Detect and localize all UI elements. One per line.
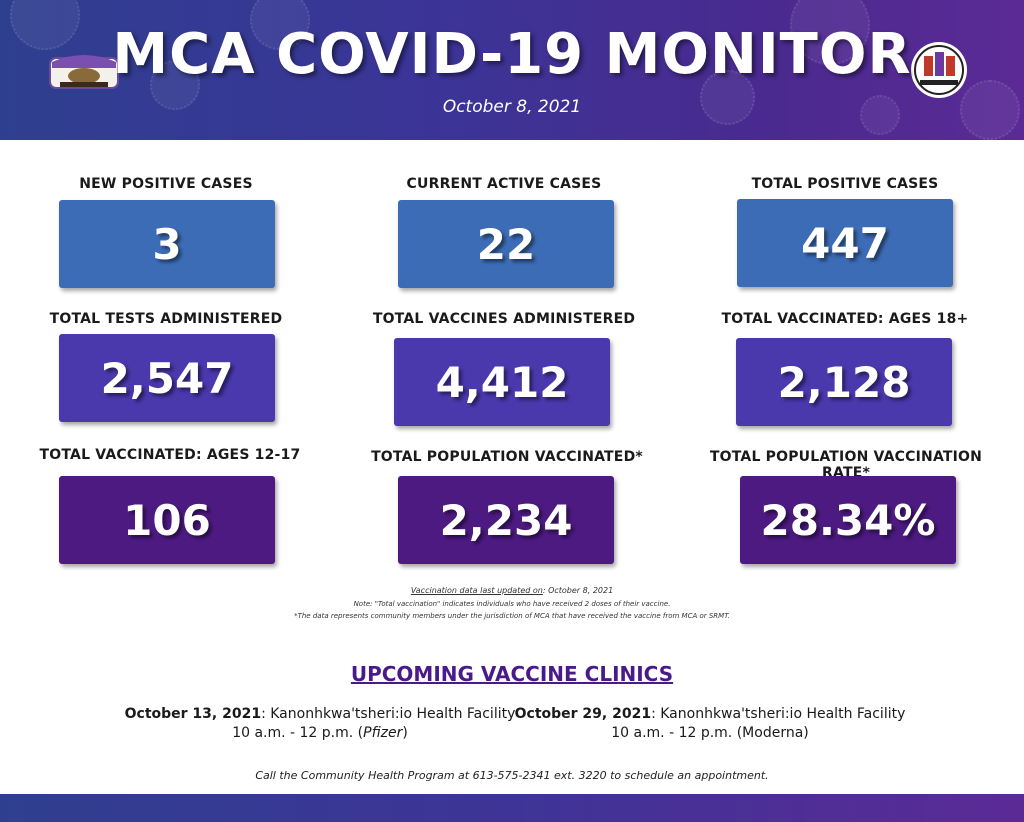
- appointment-call-text: Call the Community Health Program at 613…: [255, 769, 769, 782]
- stat-value-total-vaccines: 4,412: [435, 357, 569, 407]
- clinic-item: October 29, 2021: Kanonhkwa'tsheri:io He…: [500, 705, 920, 743]
- stat-value-vaccinated-12-17: 106: [123, 495, 211, 545]
- clinic-time-close: ): [803, 725, 809, 741]
- stat-label-vaccinated-18plus: TOTAL VACCINATED: AGES 18+: [721, 311, 969, 327]
- clinic-item: October 13, 2021: Kanonhkwa'tsheri:io He…: [110, 705, 530, 743]
- clinics-heading: UPCOMING VACCINE CLINICS: [350, 662, 674, 686]
- stat-value-population-vaccinated: 2,234: [439, 495, 573, 545]
- mohawk-council-logo: [49, 55, 119, 89]
- stat-box-current-active: 22: [398, 200, 614, 288]
- stat-box-vaccinated-12-17: 106: [59, 476, 275, 564]
- clinic-date: October 13, 2021: [124, 706, 262, 722]
- clinic-vaccine: Pfizer: [363, 725, 403, 741]
- stat-box-new-positive: 3: [59, 200, 275, 288]
- stat-label-vaccinated-12-17: TOTAL VACCINATED: AGES 12-17: [39, 447, 301, 463]
- stat-box-population-vaccinated: 2,234: [398, 476, 614, 564]
- community-logo: [911, 42, 967, 98]
- clinic-location: : Kanonhkwa'tsheri:io Health Facility: [261, 706, 516, 722]
- stat-box-total-tests: 2,547: [59, 334, 275, 422]
- stat-value-vaccinated-18plus: 2,128: [777, 357, 911, 407]
- stat-label-total-tests: TOTAL TESTS ADMINISTERED: [49, 311, 283, 327]
- clinic-vaccine: Moderna: [742, 725, 804, 741]
- page-title: MCA COVID-19 MONITOR: [112, 22, 912, 87]
- stat-box-total-positive: 447: [737, 199, 953, 287]
- data-updated-note: Vaccination data last updated on: Octobe…: [0, 586, 1024, 595]
- stat-label-population-vaccinated: TOTAL POPULATION VACCINATED*: [371, 449, 643, 465]
- report-date: October 8, 2021: [442, 97, 582, 117]
- clinic-location: : Kanonhkwa'tsheri:io Health Facility: [651, 706, 906, 722]
- footer-bar: [0, 794, 1024, 822]
- stat-label-current-active: CURRENT ACTIVE CASES: [406, 176, 602, 192]
- stat-box-total-vaccines: 4,412: [394, 338, 610, 426]
- vaccination-note: Note: "Total vaccination" indicates indi…: [353, 600, 671, 608]
- stat-value-new-positive: 3: [152, 219, 182, 269]
- header-banner: MCA COVID-19 MONITOR October 8, 2021: [0, 0, 1024, 140]
- virus-decoration: [150, 60, 200, 110]
- stat-value-total-tests: 2,547: [100, 353, 234, 403]
- stat-box-vaccination-rate: 28.34%: [740, 476, 956, 564]
- data-updated-date: : October 8, 2021: [542, 586, 614, 595]
- stat-label-total-vaccines: TOTAL VACCINES ADMINISTERED: [372, 311, 636, 327]
- virus-decoration: [960, 80, 1020, 140]
- virus-decoration: [790, 0, 870, 65]
- jurisdiction-note: *The data represents community members u…: [294, 612, 730, 620]
- clinic-time: 10 a.m. - 12 p.m. (: [611, 725, 743, 741]
- clinic-time-close: ): [402, 725, 408, 741]
- stat-label-new-positive: NEW POSITIVE CASES: [79, 176, 253, 192]
- virus-decoration: [700, 70, 755, 125]
- data-updated-label: Vaccination data last updated on: [410, 586, 543, 595]
- virus-decoration: [860, 95, 900, 135]
- stat-label-total-positive: TOTAL POSITIVE CASES: [751, 176, 939, 192]
- stat-value-current-active: 22: [476, 219, 536, 269]
- clinic-date: October 29, 2021: [514, 706, 652, 722]
- stat-value-vaccination-rate: 28.34%: [760, 495, 936, 545]
- clinic-time: 10 a.m. - 12 p.m. (: [232, 725, 364, 741]
- stat-box-vaccinated-18plus: 2,128: [736, 338, 952, 426]
- virus-decoration: [250, 0, 310, 50]
- stat-value-total-positive: 447: [801, 218, 889, 268]
